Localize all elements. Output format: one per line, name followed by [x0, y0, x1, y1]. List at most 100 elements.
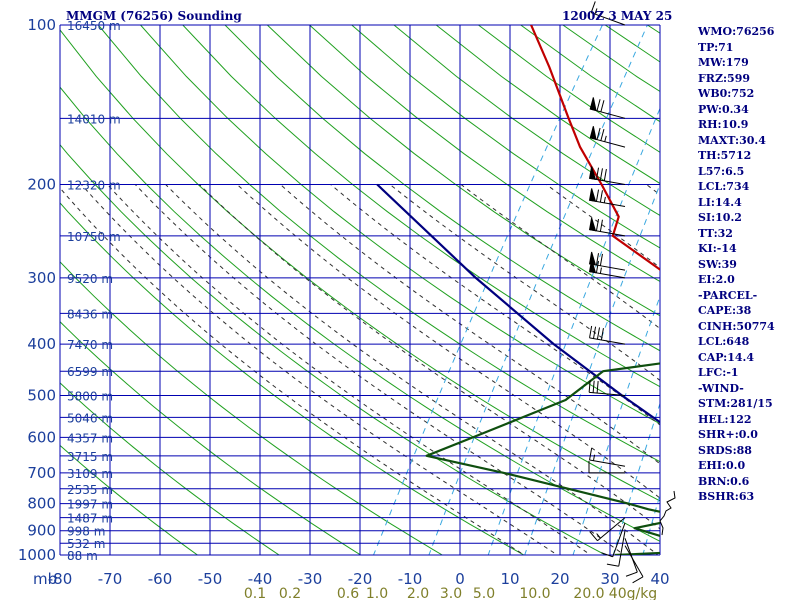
wind-barb-flag: [595, 253, 600, 266]
pressure-tick-label: 700: [27, 464, 56, 482]
moist-adiabats: [60, 184, 660, 555]
height-label: 6599 m: [67, 365, 113, 379]
index-item: WB0:752: [698, 87, 755, 100]
temperature-tick-label: 0: [455, 570, 465, 588]
dry-adiabat-line: [309, 25, 660, 283]
wind-barb: [588, 166, 626, 186]
index-item: SI:10.2: [698, 211, 742, 224]
wind-barb-flag: [592, 380, 595, 393]
wind-barb-flag: [600, 328, 604, 341]
mixing-ratio-label: 0.6: [337, 586, 359, 600]
index-item: -PARCEL-: [698, 288, 758, 302]
index-item: CAPE:38: [698, 304, 752, 317]
wind-barb: [588, 460, 625, 474]
wind-barb-flag: [600, 128, 605, 141]
dry-adiabat-line: [60, 444, 199, 555]
height-label: 9520 m: [67, 272, 113, 286]
wind-barb: [589, 126, 626, 148]
wind-barb-half-flag: [592, 454, 596, 461]
dry-adiabat-line: [224, 25, 660, 352]
moist-adiabat-line: [60, 187, 526, 555]
wind-barb-half-flag: [599, 267, 602, 274]
dry-adiabat-line: [60, 382, 280, 555]
temperature-tick-label: -60: [148, 570, 173, 588]
dry-adiabat-line: [140, 25, 660, 425]
temperature-tick-label: -50: [198, 570, 223, 588]
wind-barb-flag: [632, 576, 644, 584]
height-label: 1487 m: [67, 512, 113, 526]
temperature-tick-label: -70: [98, 570, 123, 588]
dry-adiabat-line: [60, 321, 362, 555]
station-title: MMGM (76256) Sounding: [66, 9, 242, 23]
index-item: L57:6.5: [698, 164, 745, 178]
wind-barb-staff: [589, 337, 626, 345]
wind-barb-pennant: [588, 259, 597, 274]
dry-adiabat-line: [60, 29, 660, 502]
index-item: FRZ:599: [698, 71, 751, 85]
index-item: BSHR:63: [698, 490, 755, 503]
pressure-tick-label: 600: [27, 428, 56, 446]
temperature-tick-label: 10: [500, 570, 519, 588]
moist-adiabat-line: [81, 184, 559, 555]
temperature-tick-label: -20: [348, 570, 373, 588]
wind-barb: [588, 188, 626, 207]
mixing-ratio-line: [612, 402, 660, 555]
mixing-ratio-label: 10.0: [519, 586, 550, 600]
wind-barb-staff: [618, 530, 626, 567]
dry-adiabat-line: [351, 25, 660, 249]
isobars: [59, 24, 660, 556]
height-label: 8436 m: [67, 307, 113, 321]
wind-barb-flag: [600, 100, 605, 112]
dry-adiabats: [60, 25, 660, 555]
wind-barb: [588, 217, 626, 237]
temperature-tick-label: 40: [650, 570, 669, 588]
dry-adiabat-line: [60, 143, 607, 555]
mixing-ratio-label: 40g/kg: [609, 586, 657, 600]
wind-profile: [588, 1, 676, 584]
pressure-tick-label: 1000: [18, 546, 56, 564]
height-label: 88 m: [67, 549, 98, 563]
wind-barb-flag: [590, 1, 596, 13]
wind-barb-staff: [597, 517, 626, 542]
index-item: CINH:50774: [698, 319, 775, 333]
pressure-tick-label: 100: [27, 16, 56, 34]
wind-barb: [601, 522, 626, 558]
height-label: 7470 m: [67, 338, 113, 352]
temperature-tick-label: 30: [600, 570, 619, 588]
mb-unit-label: mb: [33, 570, 57, 588]
dry-adiabat-line: [60, 261, 444, 555]
height-label: 1997 m: [67, 498, 113, 512]
index-item: BRN:0.6: [698, 474, 750, 488]
wind-barb-flag: [595, 260, 600, 273]
dry-adiabat-line: [60, 202, 525, 555]
moist-adiabat-line: [134, 184, 626, 555]
wind-barb-flag: [599, 190, 603, 203]
wind-barb-flag: [589, 448, 593, 461]
wind-barb-flag: [589, 531, 598, 542]
pressure-tick-label: 900: [27, 522, 56, 540]
index-item: TH:5712: [698, 149, 752, 162]
index-item: WMO:76256: [698, 25, 775, 38]
pressure-tick-label: 500: [27, 386, 56, 404]
wind-barb-pennant: [588, 166, 597, 180]
wind-barb-flag: [601, 552, 613, 558]
pressure-tick-label: 300: [27, 269, 56, 287]
wind-barb-flag: [599, 168, 603, 181]
wind-barb-pennant: [589, 97, 597, 112]
index-item: LCL:734: [698, 180, 750, 193]
mixing-ratio-label: 3.0: [440, 586, 462, 600]
index-item: SW:39: [698, 257, 737, 271]
wind-barb-half-flag: [604, 135, 607, 142]
index-item: LFC:-1: [698, 366, 739, 379]
height-label: 10750 m: [67, 230, 121, 244]
wind-barb-flag: [603, 168, 607, 181]
index-item: PW:0.34: [698, 102, 749, 116]
index-item: MW:179: [698, 56, 749, 69]
wind-barb-half-flag: [603, 196, 606, 203]
wind-barb-staff: [624, 538, 638, 573]
wind-barb-flag: [595, 189, 600, 202]
mixing-ratio-line: [524, 183, 660, 555]
wind-barb-staff: [589, 391, 626, 396]
wind-barb: [589, 97, 626, 119]
